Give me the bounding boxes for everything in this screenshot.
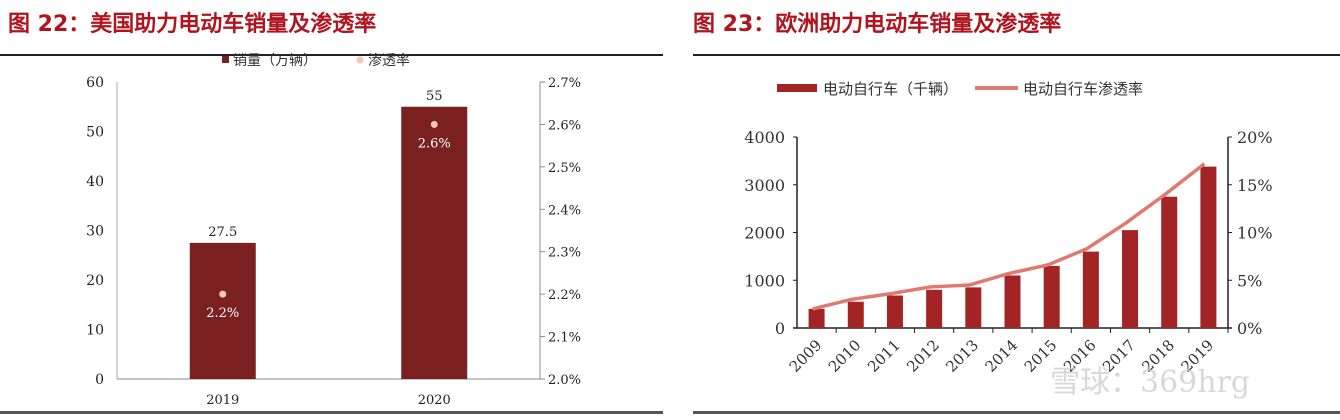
bar xyxy=(1200,166,1217,328)
bar xyxy=(1043,265,1060,328)
y-tick-label: 30 xyxy=(86,224,104,240)
x-tick-label: 2019 xyxy=(206,393,239,408)
penetration-label: 2.2% xyxy=(206,306,239,321)
bar xyxy=(401,106,468,379)
bar xyxy=(886,295,903,328)
y-tick-label: 40 xyxy=(86,174,104,190)
chart-title-left: 图 22：美国助力电动车销量及渗透率 xyxy=(8,12,377,37)
divider xyxy=(0,54,663,56)
y-tick-label: 1000 xyxy=(744,271,785,290)
bar xyxy=(847,301,864,328)
y-tick-label: 2000 xyxy=(744,224,785,243)
x-tick-label: 2020 xyxy=(418,393,451,408)
y-tick-label: 50 xyxy=(86,125,104,141)
y-tick-label: 10 xyxy=(86,323,104,339)
y-tick-label: 4000 xyxy=(744,128,785,147)
x-tick-label: 2014 xyxy=(982,336,1022,376)
bar xyxy=(1122,230,1139,328)
y2-tick-label: 10% xyxy=(1237,224,1273,243)
y2-tick-label: 0% xyxy=(1237,319,1262,338)
divider xyxy=(693,54,1340,56)
europe-chart: 电动自行车（千辆） 电动自行车渗透率 0 1000 2000 3000 4000 0% 5% 10… xyxy=(744,80,1273,400)
legend-label: 电动自行车（千辆） xyxy=(823,80,958,98)
us-chart: 销量（万辆） 渗透率 0 10 20 30 40 50 60 2.0% 2.1% 2.2% 2.3% 2.… xyxy=(86,52,581,408)
penetration-line xyxy=(812,162,1206,311)
legend-swatch-penetration xyxy=(356,56,364,64)
watermark: 雪球：369hrg xyxy=(1050,365,1250,400)
y-tick-label: 0 xyxy=(95,372,104,388)
y2-tick-label: 2.5% xyxy=(548,161,581,176)
y2-tick-label: 20% xyxy=(1237,128,1273,147)
x-tick-label: 2009 xyxy=(786,336,826,376)
legend-swatch-bar xyxy=(777,84,817,92)
divider xyxy=(0,411,663,414)
bar xyxy=(965,287,982,328)
x-tick-label: 2011 xyxy=(864,336,904,376)
x-tick-label: 2012 xyxy=(903,336,943,376)
legend-label: 销量（万辆） xyxy=(233,53,317,69)
bar-value-label: 55 xyxy=(426,89,443,104)
y2-tick-label: 5% xyxy=(1237,271,1262,290)
chart-title-right: 图 23：欧洲助力电动车销量及渗透率 xyxy=(693,12,1062,37)
y2-tick-label: 2.2% xyxy=(548,288,581,303)
bar xyxy=(808,308,825,328)
x-tick-label: 2013 xyxy=(942,336,982,376)
bar-value-label: 27.5 xyxy=(208,225,237,240)
x-tick-label: 2010 xyxy=(825,336,865,376)
y2-tick-label: 2.1% xyxy=(548,331,581,346)
legend-label: 渗透率 xyxy=(368,52,410,69)
y-tick-label: 0 xyxy=(775,319,785,338)
y2-tick-label: 2.3% xyxy=(548,246,581,261)
bar xyxy=(1004,275,1021,328)
legend-label: 电动自行车渗透率 xyxy=(1023,80,1143,98)
y2-tick-label: 2.7% xyxy=(548,76,581,91)
y2-tick-label: 15% xyxy=(1237,176,1273,195)
y2-tick-label: 2.4% xyxy=(548,203,581,218)
penetration-dot xyxy=(430,120,438,128)
y-tick-label: 3000 xyxy=(744,176,785,195)
bar xyxy=(189,242,256,379)
y2-tick-label: 2.6% xyxy=(548,118,581,133)
bar xyxy=(1082,251,1099,328)
y-tick-label: 20 xyxy=(86,273,104,289)
bar xyxy=(1161,196,1178,328)
y2-tick-label: 2.0% xyxy=(548,373,581,388)
penetration-label: 2.6% xyxy=(418,136,451,151)
y-tick-label: 60 xyxy=(86,75,104,91)
bar xyxy=(926,289,943,328)
divider xyxy=(693,411,1340,414)
penetration-dot xyxy=(219,290,227,298)
legend-swatch-sales xyxy=(222,56,229,63)
